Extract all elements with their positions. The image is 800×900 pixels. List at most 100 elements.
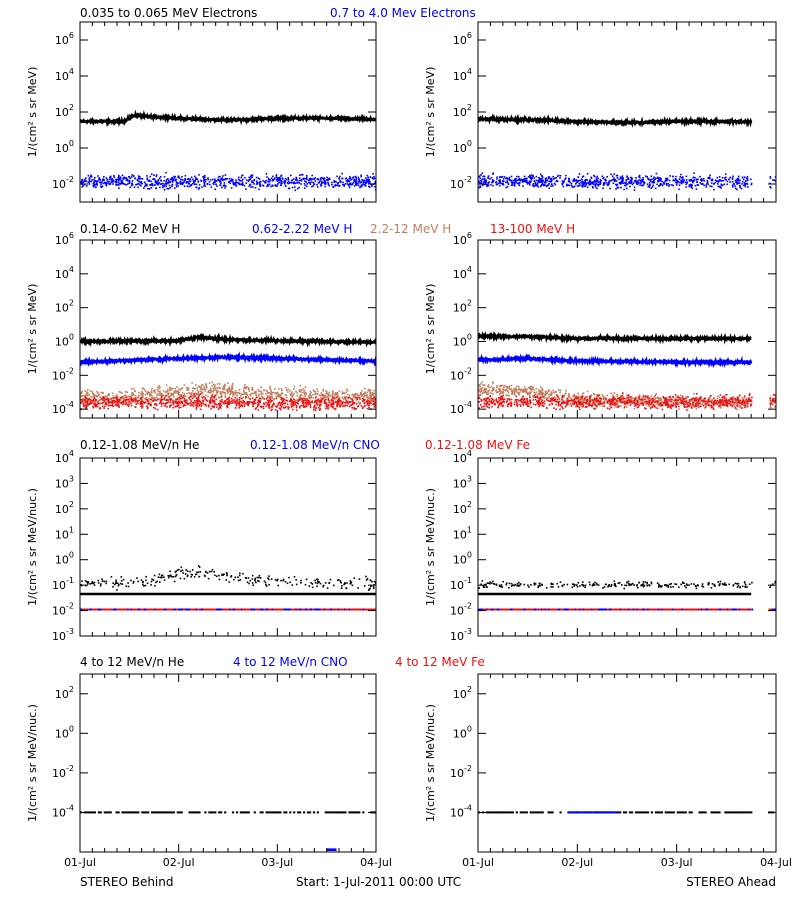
series-point <box>213 405 215 408</box>
series-point <box>217 390 220 393</box>
series-point <box>146 406 149 408</box>
series-point <box>93 394 96 397</box>
series-point <box>502 401 504 403</box>
series-line-blue <box>478 352 753 369</box>
series-point <box>188 398 190 400</box>
series-point <box>731 178 734 180</box>
series-point <box>211 394 213 397</box>
series-point <box>564 393 566 395</box>
series-point <box>670 404 672 406</box>
series-point <box>80 399 82 401</box>
series-point <box>295 405 298 408</box>
series-point <box>304 177 306 180</box>
series-point <box>479 185 481 187</box>
series-point <box>650 395 653 397</box>
series-point <box>163 185 165 188</box>
series-point <box>639 184 641 186</box>
series-point <box>658 398 660 400</box>
series-point <box>293 398 295 401</box>
series-point <box>502 388 504 391</box>
series-point <box>365 177 367 179</box>
series-point <box>599 182 602 184</box>
series-point <box>360 395 363 397</box>
series-point <box>599 178 602 181</box>
series-point <box>480 179 482 182</box>
series-point <box>746 401 748 403</box>
series-point <box>97 180 99 182</box>
series-point <box>573 403 575 406</box>
series-point <box>197 398 199 400</box>
series-point <box>142 387 145 390</box>
series-point <box>277 403 280 405</box>
series-point <box>195 400 198 402</box>
series-point <box>586 173 589 175</box>
series-point <box>198 187 201 189</box>
series-point <box>213 401 215 403</box>
series-point <box>279 179 282 181</box>
series-point <box>358 395 360 397</box>
series-point <box>309 403 311 405</box>
series-point <box>678 408 680 410</box>
series-point <box>278 402 281 404</box>
series-point <box>165 402 168 404</box>
series-point <box>571 401 574 403</box>
series-point <box>170 388 173 390</box>
series-point <box>301 174 304 176</box>
series-point <box>664 403 667 405</box>
plot-frame <box>79 21 377 203</box>
series-point <box>201 396 203 398</box>
series-point <box>493 387 495 389</box>
series-point <box>294 401 296 403</box>
series-point <box>338 390 341 393</box>
series-point <box>640 402 642 404</box>
series-point <box>121 397 124 399</box>
series-point <box>530 385 533 388</box>
series-point <box>192 178 194 181</box>
series-point <box>329 394 331 397</box>
series-point <box>277 393 279 396</box>
series-point <box>368 388 371 391</box>
series-point <box>502 386 505 389</box>
series-point <box>334 185 336 187</box>
series-point <box>613 178 615 181</box>
series-point <box>306 175 308 177</box>
series-point <box>365 182 367 185</box>
series-point <box>326 393 329 395</box>
series-point <box>303 406 305 408</box>
series-point <box>502 184 505 186</box>
series-point <box>742 178 745 181</box>
series-point <box>655 177 657 180</box>
series-point <box>196 406 198 408</box>
series-point <box>611 179 614 181</box>
series-point <box>88 183 91 185</box>
series-point <box>341 401 344 404</box>
series-point <box>369 398 371 401</box>
series-point <box>86 185 88 187</box>
series-point <box>113 397 115 400</box>
series-point <box>360 185 362 188</box>
series-point <box>297 399 299 401</box>
series-point <box>641 180 643 183</box>
series-point <box>165 180 167 182</box>
series-point <box>536 396 539 398</box>
series-point <box>188 402 191 405</box>
series-point <box>619 182 622 185</box>
series-point <box>483 177 486 180</box>
series-point <box>252 389 254 391</box>
series-point <box>132 399 134 402</box>
series-point <box>238 402 240 404</box>
series-point <box>289 390 291 392</box>
series-point <box>88 403 91 405</box>
series-point <box>487 392 490 395</box>
series-point <box>649 407 652 409</box>
series-point <box>140 396 143 399</box>
series-point <box>597 395 599 398</box>
series-point <box>772 179 774 181</box>
series-point <box>121 392 123 394</box>
series-point <box>286 389 288 391</box>
series-point <box>118 399 120 402</box>
series-point <box>681 180 684 182</box>
series-point <box>277 391 279 394</box>
series-point <box>357 176 360 179</box>
series-point <box>153 174 155 176</box>
